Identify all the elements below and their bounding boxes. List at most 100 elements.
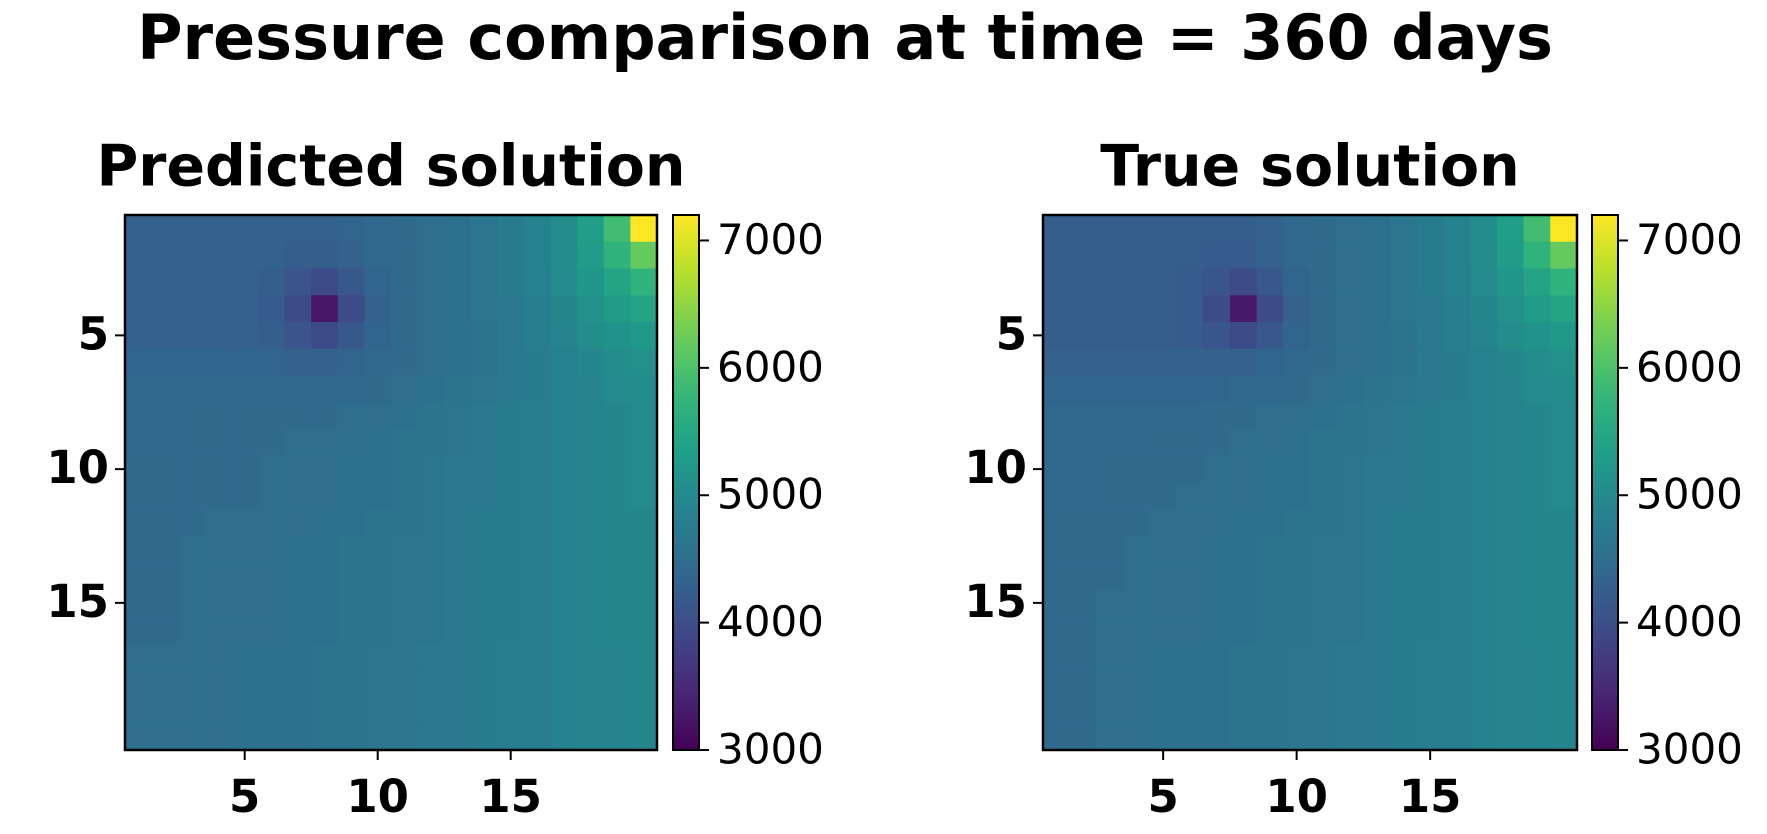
- heatmap-cell: [231, 241, 259, 269]
- heatmap-cell: [258, 669, 286, 697]
- heatmap-cell: [258, 536, 286, 564]
- heatmap-cell: [284, 322, 312, 350]
- heatmap-cell: [1176, 669, 1204, 697]
- heatmap-cell: [1203, 536, 1231, 564]
- heatmap-cell: [1043, 723, 1071, 751]
- heatmap-cell: [1523, 643, 1551, 671]
- heatmap-cell: [1496, 455, 1525, 483]
- heatmap-cell: [497, 322, 525, 350]
- heatmap-cell: [391, 268, 419, 296]
- y-tick-label: 10: [46, 441, 109, 494]
- heatmap-cell: [1069, 482, 1097, 510]
- heatmap-cell: [1336, 536, 1364, 564]
- heatmap-cell: [470, 215, 498, 243]
- heatmap-cell: [1443, 295, 1471, 323]
- heatmap-cell: [337, 322, 365, 350]
- heatmap-cell: [337, 509, 365, 537]
- heatmap-cell: [1256, 536, 1284, 564]
- heatmap-cell: [391, 723, 419, 751]
- heatmap-cell: [125, 295, 153, 323]
- heatmap-cell: [284, 241, 312, 269]
- heatmap-cell: [284, 215, 312, 243]
- heatmap-cell: [1176, 482, 1204, 510]
- heatmap-cell: [151, 402, 179, 430]
- heatmap-cell: [1149, 241, 1177, 269]
- heatmap-cell: [1443, 562, 1471, 590]
- heatmap-cell: [1203, 616, 1231, 644]
- heatmap-cell: [1470, 536, 1498, 564]
- x-tick-label: 5: [229, 770, 260, 823]
- heatmap-cell: [1550, 723, 1578, 751]
- heatmap-cell: [1096, 536, 1124, 564]
- heatmap-cell: [1043, 643, 1071, 671]
- heatmap-cell: [1523, 402, 1551, 430]
- heatmap-cell: [470, 348, 498, 376]
- heatmap-cell: [603, 348, 631, 376]
- heatmap-cell: [1176, 268, 1204, 296]
- heatmap-cell: [1229, 669, 1258, 697]
- heatmap-cell: [231, 429, 259, 457]
- heatmap-cell: [1470, 215, 1498, 243]
- heatmap-cell: [1283, 429, 1311, 457]
- heatmap-cell: [1363, 536, 1391, 564]
- heatmap-cell: [231, 509, 259, 537]
- heatmap-cell: [311, 562, 339, 590]
- heatmap-cell: [497, 295, 525, 323]
- heatmap-cell: [258, 322, 286, 350]
- heatmap-cell: [1123, 643, 1151, 671]
- heatmap-cell: [577, 589, 605, 617]
- heatmap-cell: [603, 669, 631, 697]
- heatmap-cell: [1256, 669, 1284, 697]
- heatmap-cell: [1363, 455, 1391, 483]
- heatmap-cell: [444, 455, 472, 483]
- heatmap-cell: [1069, 669, 1097, 697]
- heatmap-cell: [231, 295, 259, 323]
- heatmap-cell: [151, 669, 179, 697]
- heatmap-cell: [1416, 241, 1444, 269]
- heatmap-cell: [1043, 215, 1071, 243]
- heatmap-cell: [311, 616, 339, 644]
- heatmap-cell: [1096, 375, 1124, 403]
- heatmap-cell: [391, 562, 419, 590]
- heatmap-cell: [1203, 268, 1231, 296]
- heatmap-cell: [630, 215, 658, 243]
- heatmap-cell: [1336, 295, 1364, 323]
- heatmap-cell: [1523, 589, 1551, 617]
- heatmap-cell: [630, 562, 658, 590]
- heatmap-cell: [1363, 482, 1391, 510]
- heatmap-cell: [151, 589, 179, 617]
- heatmap-cell: [550, 536, 578, 564]
- heatmap-cell: [1416, 696, 1444, 724]
- heatmap-cell: [311, 375, 339, 403]
- heatmap-cell: [444, 562, 472, 590]
- heatmap-cell: [577, 268, 605, 296]
- heatmap-cell: [1523, 616, 1551, 644]
- heatmap-cell: [1149, 643, 1177, 671]
- heatmap-cell: [231, 322, 259, 350]
- heatmap-cell: [1310, 268, 1338, 296]
- heatmap-cell: [1043, 268, 1071, 296]
- heatmap-cell: [364, 295, 392, 323]
- heatmap-cell: [1390, 375, 1418, 403]
- colorbar-tick-label: 6000: [1636, 342, 1743, 391]
- heatmap-cell: [1229, 241, 1258, 269]
- heatmap-cell: [1256, 402, 1284, 430]
- heatmap-cell: [1283, 455, 1311, 483]
- heatmap-cell: [1149, 536, 1177, 564]
- heatmap-cell: [577, 348, 605, 376]
- heatmap-cell: [311, 536, 339, 564]
- heatmap-cell: [1123, 536, 1151, 564]
- heatmap-cell: [1123, 295, 1151, 323]
- heatmap-cell: [444, 643, 472, 671]
- heatmap-cell: [1336, 375, 1364, 403]
- heatmap-cell: [178, 562, 206, 590]
- heatmap-cell: [1149, 215, 1177, 243]
- heatmap-cell: [1523, 348, 1551, 376]
- heatmap-cell: [1176, 429, 1204, 457]
- heatmap-cell: [231, 589, 259, 617]
- heatmap-cell: [524, 295, 552, 323]
- heatmap-cell: [497, 429, 525, 457]
- heatmap-cell: [1310, 723, 1338, 751]
- heatmap-cell: [1043, 562, 1071, 590]
- heatmap-cell: [1256, 241, 1284, 269]
